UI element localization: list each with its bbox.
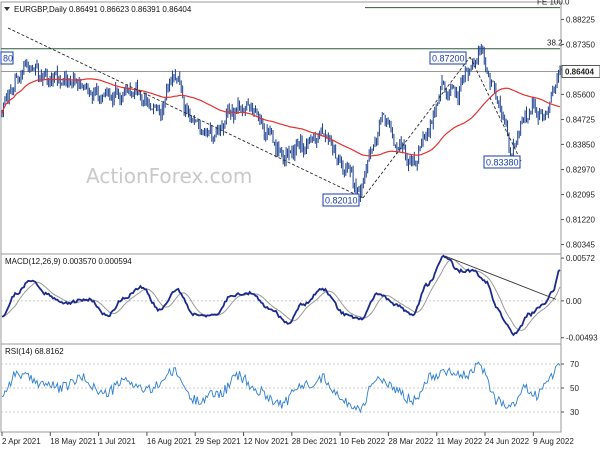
price-y-tick-label: 0.83850 xyxy=(566,140,595,149)
axes: 0.882250.873500.864750.856000.847250.838… xyxy=(1,15,600,446)
price-y-tick-label: 0.88225 xyxy=(566,15,595,24)
price-y-tick-label: 0.87350 xyxy=(566,40,595,49)
x-tick-label: 16 Aug 2021 xyxy=(147,437,192,446)
x-tick-label: 28 Dec 2021 xyxy=(292,437,338,446)
price-y-tick-label: 0.80345 xyxy=(566,241,595,250)
macd-panel-title: MACD(12,26,9) 0.003570 0.000594 xyxy=(5,257,132,266)
price-panel-frame xyxy=(0,1,562,255)
price-y-tick-label: 0.85600 xyxy=(566,90,595,99)
low-label-0-82010-box xyxy=(322,193,360,207)
last-price-text: 0.86404 xyxy=(565,67,594,76)
left-fib-label-box xyxy=(0,51,14,65)
price-y-tick-label: 0.81220 xyxy=(566,216,595,225)
x-tick-label: 1 Jul 2021 xyxy=(99,437,136,446)
x-tick-label: 9 Aug 2022 xyxy=(533,437,574,446)
macd-y-tick-label: 0.00572 xyxy=(566,254,595,263)
rsi-y-tick-label: 50 xyxy=(570,384,579,393)
x-tick-label: 11 May 2022 xyxy=(437,437,483,446)
high-label-0-87200-box xyxy=(429,51,467,65)
fib-38-2-label: 38.2 xyxy=(547,39,563,48)
x-tick-label: 18 May 2021 xyxy=(50,437,97,446)
rsi-panel xyxy=(1,361,561,414)
x-tick-label: 24 Jun 2022 xyxy=(485,437,530,446)
price-y-tick-label: 0.84725 xyxy=(566,115,595,124)
high-label-0-87200-text: 0.87200 xyxy=(432,54,465,64)
price-y-tick-label: 0.82970 xyxy=(566,166,595,175)
left-fib-label: 80 xyxy=(0,51,14,65)
macd-y-tick-label: -0.00493 xyxy=(566,334,598,343)
price-panel: 0.87200 0.83380 0.82010 80 FE 100.0 38.2 xyxy=(0,0,570,207)
price-y-tick-label: 0.82095 xyxy=(566,191,595,200)
macd-trendline xyxy=(444,255,557,300)
low-label-0-83380-text: 0.83380 xyxy=(486,158,519,168)
x-tick-label: 28 Mar 2022 xyxy=(388,437,433,446)
watermark: ActionForex.com xyxy=(86,164,252,188)
low-label-0-82010-text: 0.82010 xyxy=(325,196,358,206)
low-label-0-82010: 0.82010 xyxy=(322,193,360,207)
x-tick-label: 10 Feb 2022 xyxy=(340,437,385,446)
x-tick-label: 2 Apr 2021 xyxy=(2,437,41,446)
rsi-panel-title: RSI(14) 68.8162 xyxy=(5,347,64,356)
ohlc-bars xyxy=(1,44,561,203)
x-tick-label: 12 Nov 2021 xyxy=(244,437,290,446)
macd-panel-frame xyxy=(0,253,562,345)
chart-menu-arrow-icon[interactable] xyxy=(4,7,10,11)
down-leg-line xyxy=(469,56,522,162)
up-leg-line xyxy=(362,56,471,199)
high-label-0-87200: 0.87200 xyxy=(429,51,467,65)
downtrend-line xyxy=(7,27,364,199)
left-fib-label-text: 80 xyxy=(3,54,13,64)
low-label-0-83380: 0.83380 xyxy=(483,155,521,169)
fe100-label: FE 100.0 xyxy=(537,0,570,7)
macd-y-tick-label: 0.00 xyxy=(566,297,582,306)
rsi-y-tick-label: 70 xyxy=(570,360,579,369)
low-label-0-83380-box xyxy=(483,155,521,169)
rsi-line xyxy=(1,361,561,414)
macd-line xyxy=(1,254,561,337)
last-price-badge xyxy=(561,65,600,78)
macd-signal-line xyxy=(1,258,561,331)
rsi-y-tick-label: 30 xyxy=(570,408,579,417)
sma-line xyxy=(1,78,561,157)
price-panel-title: EURGBP,Daily 0.86491 0.86623 0.86391 0.8… xyxy=(14,5,192,14)
macd-panel xyxy=(1,254,561,337)
x-tick-label: 29 Sep 2021 xyxy=(195,437,241,446)
